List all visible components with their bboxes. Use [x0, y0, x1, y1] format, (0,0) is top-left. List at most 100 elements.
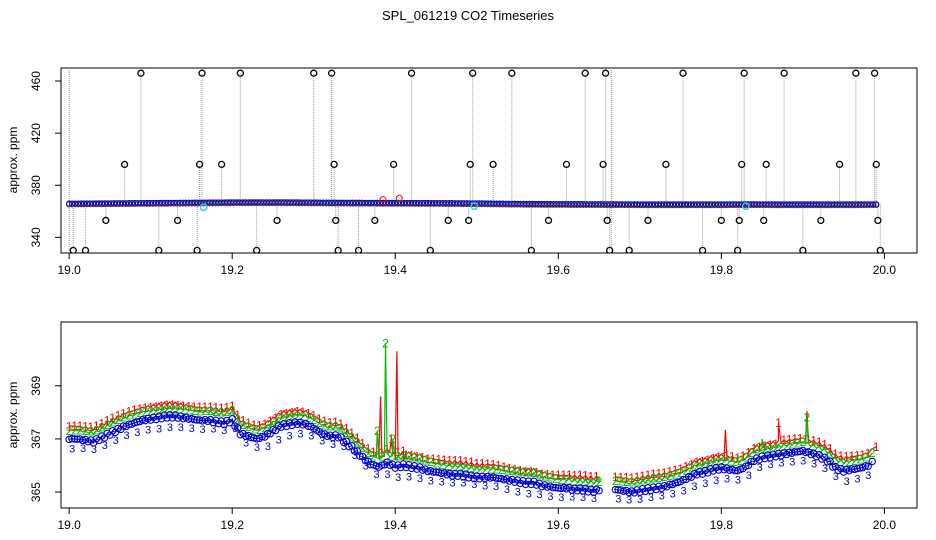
- top-x-tick-label: 19.0: [57, 263, 81, 277]
- series3-point: [293, 199, 300, 206]
- series2-marker: 2: [202, 404, 209, 418]
- series3-point: [388, 199, 396, 206]
- series1-marker: 1: [378, 445, 385, 459]
- series1-marker: 1: [354, 431, 361, 445]
- series2-marker: 2: [218, 405, 225, 419]
- series3-point: [317, 199, 324, 206]
- series1-marker: 1: [446, 454, 453, 468]
- spike-point: [762, 160, 770, 169]
- series3-point: [616, 201, 623, 208]
- panel-top-x-axis: 19.0 19.2 19.4 19.6 19.8 20.0: [57, 253, 896, 277]
- series1-marker: 1: [316, 412, 323, 426]
- series3-point: [323, 199, 330, 206]
- series1-marker: 1: [539, 467, 546, 481]
- series2-marker: 2: [677, 466, 684, 480]
- series3-point: [825, 201, 832, 208]
- series2-marker: 2: [395, 449, 402, 463]
- series3-point: [651, 201, 659, 208]
- series3-marker: 3: [69, 443, 75, 455]
- series2-marker: 2: [804, 411, 811, 425]
- series1-marker: 1: [761, 439, 768, 453]
- series3-point: [861, 201, 868, 208]
- series1-marker: 1: [484, 457, 491, 471]
- series3-point: [233, 199, 240, 206]
- series3-point: [454, 200, 461, 207]
- series3-point: [415, 199, 422, 207]
- series1-marker: 1: [294, 405, 301, 419]
- series3-point: [505, 200, 512, 207]
- series2-marker: 2: [278, 412, 285, 426]
- series3-marker: 3: [123, 430, 129, 442]
- series2-marker: 2: [245, 420, 252, 434]
- series1-marker: 1: [164, 398, 171, 412]
- series3-point: [281, 199, 288, 206]
- series1-marker: 1: [650, 467, 657, 481]
- series2-marker: 2: [596, 475, 603, 489]
- series3-marker: 3: [102, 440, 108, 452]
- series3-point: [795, 201, 802, 208]
- series1-marker: 1: [223, 401, 230, 415]
- series3-point: [610, 201, 617, 208]
- spike-point: [874, 216, 882, 225]
- spike-point: [469, 69, 477, 77]
- series3-point: [679, 475, 688, 484]
- series3-point: [861, 462, 870, 470]
- series3-point: [517, 200, 524, 207]
- series3-point: [705, 201, 712, 208]
- series3-point: [665, 480, 674, 489]
- series1-marker: 1: [473, 456, 480, 470]
- series3-marker: 3: [789, 456, 795, 468]
- series3-point: [358, 199, 366, 206]
- series3-point: [675, 201, 683, 208]
- top-y-tick-label: 380: [29, 175, 43, 195]
- series2-marker: 2: [824, 446, 831, 460]
- series3-point: [356, 199, 363, 206]
- series2-marker: 2: [742, 451, 749, 465]
- series1-marker: 1: [202, 400, 209, 414]
- series3-point: [75, 200, 82, 207]
- series1-marker: 1: [338, 417, 345, 431]
- series3-point: [826, 457, 834, 465]
- series3-point: [526, 200, 533, 207]
- series3-point: [840, 201, 847, 208]
- series3-marker: 3: [406, 472, 412, 484]
- series3-point: [864, 462, 872, 470]
- series3-point: [666, 201, 674, 208]
- spike-point: [644, 216, 652, 225]
- series3-marker: 3: [113, 435, 119, 447]
- series1-marker: 1: [463, 454, 470, 468]
- series3-point: [786, 201, 793, 208]
- series3-point: [535, 200, 542, 208]
- series3-point: [72, 200, 79, 207]
- series1-marker: 1: [859, 448, 866, 462]
- spike-point: [173, 216, 182, 225]
- figure-title: SPL_061219 CO2 Timeseries: [382, 8, 554, 23]
- series1-marker: 1: [218, 401, 225, 415]
- series3-point: [855, 201, 862, 208]
- series3-point: [263, 199, 270, 206]
- series3-point: [532, 200, 539, 208]
- series3-point: [663, 201, 671, 208]
- series3-point: [113, 200, 121, 207]
- series1-marker: 1: [66, 420, 73, 434]
- series3-marker: 3: [265, 441, 271, 453]
- series3-point: [777, 201, 784, 208]
- panel-bottom-ylabel: approx. ppm: [6, 382, 20, 449]
- series3-point: [356, 452, 364, 460]
- series1-marker: 1: [517, 464, 524, 478]
- series3-point: [492, 474, 500, 482]
- series3-point: [463, 200, 470, 207]
- series3-point: [834, 201, 841, 208]
- cyan-point: [741, 202, 750, 210]
- series2-marker: 2: [525, 466, 532, 480]
- series3-point: [848, 465, 856, 473]
- series3-point: [245, 199, 252, 206]
- bot-y-tick-label: 365: [29, 482, 43, 502]
- series3-point: [565, 200, 572, 208]
- spike-point: [876, 246, 884, 253]
- series2-marker: 2: [213, 405, 220, 419]
- series3-point: [729, 201, 736, 208]
- series3-point: [699, 201, 706, 208]
- bot-y-tick-label: 367: [29, 429, 43, 449]
- series1-marker: 1: [715, 450, 722, 464]
